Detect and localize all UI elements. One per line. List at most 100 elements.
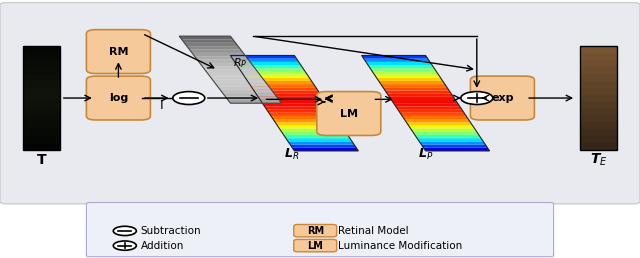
Polygon shape (424, 148, 490, 151)
Polygon shape (421, 144, 488, 148)
FancyBboxPatch shape (294, 239, 337, 252)
Polygon shape (252, 87, 318, 91)
Polygon shape (264, 106, 331, 110)
Polygon shape (200, 63, 253, 66)
Polygon shape (23, 101, 60, 108)
Circle shape (113, 226, 136, 236)
Polygon shape (580, 46, 617, 53)
Circle shape (461, 92, 493, 104)
Polygon shape (286, 138, 352, 141)
Polygon shape (381, 84, 447, 87)
Text: exp: exp (491, 93, 514, 103)
Text: I: I (159, 99, 163, 112)
Polygon shape (385, 91, 451, 94)
Polygon shape (580, 143, 617, 150)
Polygon shape (292, 148, 358, 151)
Polygon shape (362, 55, 428, 59)
Polygon shape (225, 96, 279, 100)
Text: Addition: Addition (141, 241, 184, 251)
FancyBboxPatch shape (317, 92, 381, 135)
Text: T: T (36, 153, 47, 167)
Polygon shape (237, 65, 303, 68)
Polygon shape (23, 136, 60, 143)
Polygon shape (288, 141, 354, 144)
Polygon shape (205, 70, 259, 73)
FancyBboxPatch shape (86, 203, 554, 257)
Polygon shape (256, 94, 322, 97)
Polygon shape (207, 73, 261, 76)
Polygon shape (364, 59, 430, 62)
Polygon shape (220, 90, 274, 93)
Polygon shape (374, 75, 440, 78)
Text: LM: LM (307, 241, 323, 251)
Polygon shape (260, 100, 326, 103)
Polygon shape (23, 122, 60, 129)
FancyBboxPatch shape (86, 76, 150, 120)
FancyBboxPatch shape (86, 30, 150, 74)
Polygon shape (277, 125, 344, 129)
Text: RM: RM (307, 226, 324, 236)
FancyBboxPatch shape (0, 3, 640, 204)
Polygon shape (415, 135, 481, 138)
Polygon shape (271, 116, 337, 119)
Polygon shape (394, 103, 460, 106)
Polygon shape (580, 101, 617, 108)
Polygon shape (404, 119, 470, 122)
Polygon shape (580, 108, 617, 115)
Polygon shape (413, 132, 479, 135)
Polygon shape (23, 67, 60, 74)
Polygon shape (580, 67, 617, 74)
Polygon shape (275, 122, 341, 125)
FancyBboxPatch shape (470, 76, 534, 120)
Polygon shape (258, 97, 324, 100)
Polygon shape (411, 129, 477, 132)
Polygon shape (417, 138, 483, 141)
Text: L$_P$: L$_P$ (418, 147, 433, 162)
Polygon shape (396, 106, 462, 110)
Polygon shape (580, 53, 617, 60)
Polygon shape (580, 95, 617, 101)
Polygon shape (370, 68, 436, 71)
Text: LM: LM (340, 109, 358, 118)
Polygon shape (23, 60, 60, 67)
Polygon shape (195, 56, 248, 60)
Polygon shape (419, 141, 485, 144)
Polygon shape (23, 115, 60, 122)
Polygon shape (580, 60, 617, 67)
Polygon shape (372, 71, 438, 75)
Polygon shape (230, 55, 296, 59)
Polygon shape (408, 125, 475, 129)
Polygon shape (290, 144, 356, 148)
Polygon shape (580, 129, 617, 136)
Polygon shape (23, 53, 60, 60)
Polygon shape (239, 68, 305, 71)
Polygon shape (282, 132, 348, 135)
Polygon shape (284, 135, 350, 138)
Polygon shape (248, 81, 314, 84)
Polygon shape (179, 36, 233, 39)
Polygon shape (23, 88, 60, 95)
Polygon shape (580, 136, 617, 143)
Polygon shape (192, 53, 246, 56)
Polygon shape (376, 78, 443, 81)
Polygon shape (368, 65, 434, 68)
Polygon shape (389, 97, 456, 100)
Polygon shape (262, 103, 328, 106)
Polygon shape (580, 122, 617, 129)
Polygon shape (228, 100, 282, 103)
Text: log: log (109, 93, 128, 103)
Polygon shape (182, 39, 236, 43)
Polygon shape (23, 46, 60, 53)
Polygon shape (269, 113, 335, 116)
Polygon shape (250, 84, 316, 87)
Polygon shape (580, 115, 617, 122)
Polygon shape (580, 74, 617, 81)
Polygon shape (406, 122, 472, 125)
Polygon shape (23, 74, 60, 81)
Polygon shape (235, 62, 301, 65)
Polygon shape (218, 86, 271, 90)
Polygon shape (243, 75, 309, 78)
Polygon shape (215, 83, 269, 86)
Text: Luminance Modification: Luminance Modification (338, 241, 462, 251)
Polygon shape (580, 88, 617, 95)
